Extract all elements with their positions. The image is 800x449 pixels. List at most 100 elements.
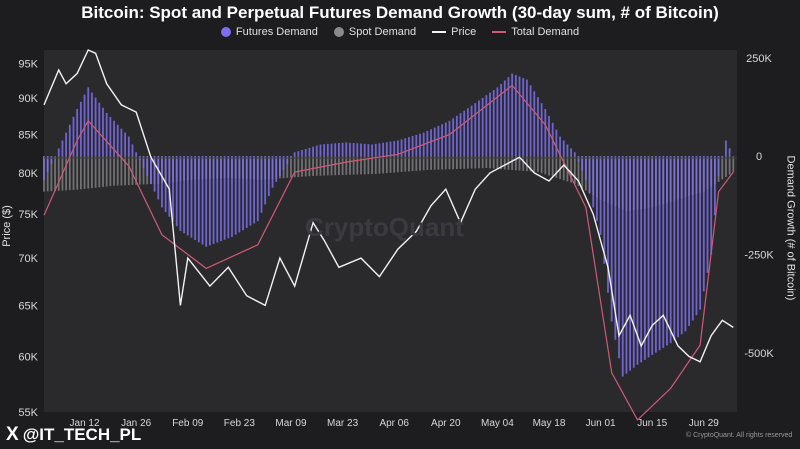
y-left-tick-label: 95K [18, 58, 38, 70]
legend-label-total: Total Demand [511, 26, 580, 38]
futures-demand-bar [153, 156, 156, 192]
legend-item-futures-demand[interactable]: Futures Demand [220, 26, 318, 38]
futures-demand-bar [205, 156, 208, 247]
futures-demand-bar [596, 156, 598, 222]
spot-demand-bar [138, 156, 141, 185]
futures-demand-bar [46, 156, 49, 172]
futures-demand-bar [537, 97, 539, 157]
futures-demand-bar [452, 118, 455, 157]
y-left-tick-label: 55K [18, 407, 38, 419]
legend-label-spot: Spot Demand [348, 26, 417, 38]
futures-demand-bar [378, 143, 381, 157]
y-left-tick-label: 80K [18, 168, 38, 180]
chart-title: Bitcoin: Spot and Perpetual Futures Dema… [81, 3, 719, 22]
futures-demand-bar [400, 139, 403, 157]
futures-demand-bar [124, 132, 126, 157]
spot-demand-bar [312, 156, 314, 176]
spot-demand-bar [470, 156, 473, 169]
legend-item-price[interactable]: Price [432, 26, 476, 38]
y-right-ticks: 250K 0 -250K -500K [744, 53, 774, 360]
spot-demand-bar [363, 156, 366, 175]
spot-demand-bar [503, 156, 506, 170]
spot-demand-bar [489, 156, 491, 169]
x-tick-label: Jun 29 [689, 418, 719, 429]
futures-demand-bar [227, 156, 230, 239]
futures-demand-bar [584, 156, 587, 180]
spot-demand-bar [319, 156, 322, 176]
futures-demand-bar [544, 109, 547, 157]
spot-demand-bar [68, 156, 71, 191]
y-left-tick-label: 90K [18, 93, 38, 105]
futures-demand-bar [666, 156, 668, 346]
spot-demand-bar [65, 156, 68, 191]
futures-demand-bar [135, 152, 138, 157]
futures-demand-bar [463, 110, 466, 157]
spot-demand-bar [46, 156, 49, 192]
legend-swatch-price [432, 31, 447, 33]
spot-demand-bar [419, 156, 421, 171]
futures-demand-bar [562, 140, 565, 157]
futures-demand-bar [315, 145, 318, 157]
spot-demand-bar [732, 156, 735, 172]
futures-demand-bar [113, 120, 115, 157]
futures-demand-bar [290, 156, 292, 159]
spot-demand-bar [573, 156, 576, 184]
futures-demand-bar [643, 156, 646, 360]
futures-demand-bar [149, 156, 152, 184]
futures-demand-bar [363, 143, 366, 157]
futures-demand-bar [467, 108, 469, 157]
futures-demand-bar [356, 143, 359, 157]
spot-demand-bar [135, 156, 138, 185]
spot-demand-bar [570, 156, 573, 183]
futures-demand-bar [279, 156, 281, 176]
futures-demand-bar [448, 120, 451, 157]
futures-demand-bar [522, 78, 525, 157]
futures-demand-bar [474, 103, 477, 157]
futures-demand-bar [275, 156, 278, 182]
spot-demand-bar [478, 156, 480, 169]
spot-demand-bar [463, 156, 466, 169]
spot-demand-bar [330, 156, 333, 176]
futures-demand-bar [618, 156, 620, 359]
spot-demand-bar [496, 156, 499, 169]
spot-demand-bar [537, 156, 539, 172]
spot-demand-bar [54, 156, 56, 191]
spot-demand-bar [349, 156, 351, 175]
futures-demand-bar [337, 143, 340, 157]
futures-demand-bar [253, 156, 256, 224]
futures-demand-bar [529, 85, 532, 157]
x-tick-label: Apr 20 [431, 418, 461, 429]
futures-demand-bar [691, 156, 694, 321]
spot-demand-bar [393, 156, 396, 173]
spot-demand-bar [544, 156, 547, 175]
futures-demand-bar [588, 156, 591, 194]
spot-demand-bar [415, 156, 418, 171]
futures-demand-bar [341, 142, 344, 157]
futures-demand-bar [271, 156, 274, 188]
spot-demand-bar [525, 156, 528, 172]
spot-demand-bar [455, 156, 458, 170]
futures-demand-bar [43, 156, 45, 180]
spot-demand-bar [529, 156, 532, 172]
spot-demand-bar [113, 156, 115, 186]
legend-item-spot-demand[interactable]: Spot Demand [333, 26, 417, 38]
futures-demand-bar [640, 156, 643, 363]
futures-demand-bar [334, 143, 337, 157]
futures-demand-bar [411, 136, 414, 157]
spot-demand-bar [511, 156, 514, 171]
futures-demand-bar [371, 144, 373, 157]
legend: Futures Demand Spot Demand Price Total D… [0, 26, 800, 38]
spot-demand-bar [301, 156, 303, 177]
spot-demand-bar [474, 156, 477, 169]
futures-demand-bar [533, 91, 536, 157]
futures-demand-bar [507, 77, 510, 157]
spot-demand-bar [382, 156, 385, 174]
futures-demand-bar [389, 141, 392, 157]
y-right-tick-label: -500K [744, 348, 774, 360]
futures-demand-bar [142, 156, 145, 169]
futures-demand-bar [548, 115, 550, 157]
futures-demand-bar [669, 156, 672, 344]
futures-demand-bar [607, 156, 609, 293]
legend-item-total-demand[interactable]: Total Demand [492, 26, 579, 38]
spot-demand-bar [448, 156, 451, 170]
